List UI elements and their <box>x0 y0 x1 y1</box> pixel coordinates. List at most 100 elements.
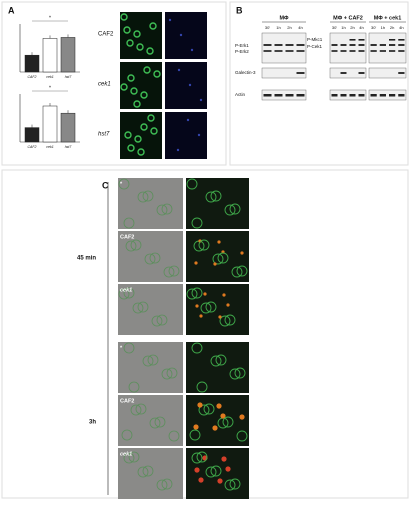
time-label: 1h <box>276 25 280 30</box>
time-label: 30' <box>371 25 376 30</box>
band <box>389 44 396 46</box>
blot-label: Galectin-3 <box>235 70 256 75</box>
micrograph <box>165 112 207 159</box>
yeast <box>199 314 203 318</box>
band <box>296 44 305 46</box>
band <box>274 94 283 97</box>
cell <box>219 315 231 327</box>
time-label: 1h <box>341 25 345 30</box>
cell <box>210 190 222 202</box>
band <box>358 94 365 97</box>
cell <box>198 404 210 416</box>
cell <box>123 26 131 34</box>
cell <box>134 135 142 143</box>
cell <box>205 301 217 313</box>
fluorescence <box>186 395 249 446</box>
cell <box>166 367 178 379</box>
fluorescence <box>186 448 249 499</box>
cell <box>142 355 154 367</box>
blot-label: P-Mkc1 <box>307 37 323 42</box>
cell <box>217 252 229 264</box>
nucleus <box>190 48 194 52</box>
band <box>331 50 338 52</box>
cell <box>191 342 203 354</box>
cell <box>127 74 135 82</box>
cell <box>186 288 198 300</box>
brightfield <box>118 342 183 393</box>
band <box>389 39 396 41</box>
cell <box>118 178 130 190</box>
cell <box>210 465 222 477</box>
nucleus <box>188 83 192 87</box>
cell <box>140 91 148 99</box>
time-label: 30' <box>332 25 337 30</box>
cell <box>130 239 142 251</box>
cell <box>133 100 141 108</box>
cell <box>161 478 173 490</box>
panel-label: A <box>8 5 15 15</box>
panel-b-frame <box>229 1 409 166</box>
cell <box>196 451 208 463</box>
yeast <box>217 240 221 244</box>
cell <box>137 148 145 156</box>
yeast <box>216 403 222 409</box>
time-label: 3h <box>89 420 96 426</box>
cell <box>161 368 173 380</box>
category-label: hst7 <box>65 145 73 149</box>
yeast <box>194 467 200 473</box>
bar <box>60 37 76 73</box>
yeast <box>218 315 222 319</box>
cell <box>126 39 134 47</box>
blot-label: P-Erk2 <box>235 49 249 54</box>
band <box>296 72 305 74</box>
blot-label: P-Erk1 <box>235 43 249 48</box>
cell <box>189 429 201 441</box>
cell <box>154 416 166 428</box>
yeast <box>220 413 226 419</box>
fluorescence <box>186 178 249 229</box>
blot <box>261 32 307 64</box>
micrographs-a: CAF2 cek1 hst7 <box>98 12 207 159</box>
cell <box>224 479 236 491</box>
panel-label: C <box>102 180 109 190</box>
cell <box>135 403 147 415</box>
band <box>296 94 305 97</box>
blot-label: P-Cek1 <box>307 44 323 49</box>
row-label: cek1 <box>120 451 132 457</box>
western-blots: MΦ 30' 1h 2h 4h MΦ + CAF2 30' 1h 2h 4h MΦ + cek1 30… <box>235 15 407 101</box>
cell <box>136 43 144 51</box>
significance: * <box>49 15 51 21</box>
yeast <box>222 293 226 297</box>
cell <box>142 190 154 202</box>
band <box>398 39 405 41</box>
blot <box>368 89 407 101</box>
cell <box>120 13 128 21</box>
time-label: 4h <box>359 25 363 30</box>
group-label: MΦ + cek1 <box>374 15 402 21</box>
time-label: 2h <box>287 25 291 30</box>
band <box>398 72 405 74</box>
category-label: CAF2 <box>28 75 37 79</box>
cell <box>191 452 203 464</box>
band <box>263 94 272 97</box>
bar <box>42 38 58 73</box>
yeast <box>213 262 217 266</box>
band <box>389 50 396 52</box>
cell <box>205 466 217 478</box>
nucleus <box>176 148 180 152</box>
fluorescence <box>186 231 249 282</box>
band <box>285 44 294 46</box>
cell <box>130 404 142 416</box>
nucleus <box>186 118 190 122</box>
brightfield <box>118 178 183 229</box>
cell <box>123 287 135 299</box>
bar <box>60 112 76 143</box>
cell <box>130 87 138 95</box>
band <box>370 44 377 46</box>
blot <box>261 89 307 101</box>
group-label: MΦ + CAF2 <box>333 15 363 21</box>
cell <box>156 479 168 491</box>
fluorescence <box>186 342 249 393</box>
panel-label: B <box>236 5 243 15</box>
